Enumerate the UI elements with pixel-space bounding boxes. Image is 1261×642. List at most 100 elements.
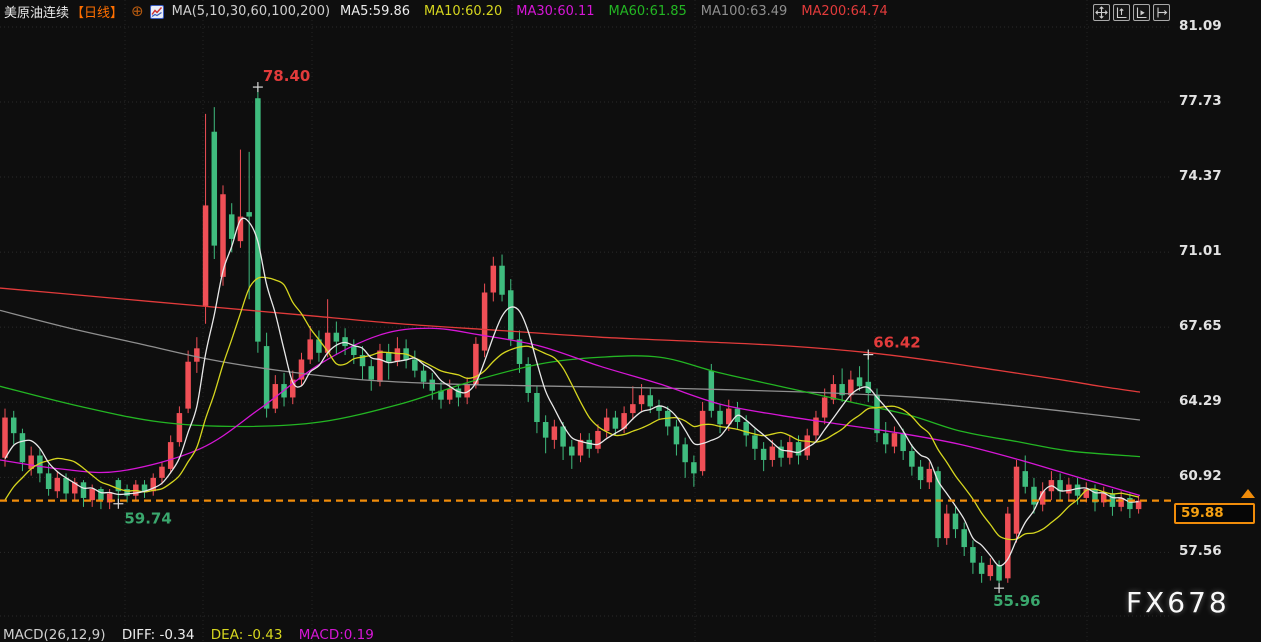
candle-body — [1066, 484, 1072, 494]
candle-body — [726, 408, 732, 425]
candle-body — [368, 366, 374, 380]
candle-body — [917, 466, 924, 481]
candle-body — [1057, 480, 1063, 492]
candle-body — [1005, 513, 1011, 579]
candle-body — [821, 397, 828, 418]
candle-body — [743, 422, 749, 436]
scale-axis-icon[interactable] — [1113, 4, 1130, 21]
candle-body — [1092, 489, 1098, 503]
axis-tick-label: 60.92 — [1179, 468, 1222, 485]
candle-body — [333, 332, 340, 342]
candle-body — [167, 442, 174, 469]
candle-body — [970, 547, 976, 563]
candle-body — [237, 216, 244, 242]
candle-body — [595, 430, 601, 449]
macd-indicator-row: MACD(26,12,9) DIFF: -0.34 DEA: -0.43 MAC… — [3, 627, 386, 642]
candle-body — [159, 466, 165, 478]
candle-body — [72, 482, 78, 494]
candle-body — [516, 339, 523, 364]
candle-body — [342, 337, 348, 347]
chart-header: 美原油连续 【日线】 ⊕ MA(5,10,30,60,100,200) MA5:59.8… — [4, 0, 902, 23]
auto-scale-icon[interactable] — [1133, 4, 1150, 21]
candle-body — [952, 513, 959, 530]
candle-body — [752, 435, 758, 449]
ma-value: MA60:61.85 — [608, 4, 687, 19]
candle-body — [211, 131, 218, 246]
candle-body — [856, 377, 863, 387]
candle-body — [612, 417, 619, 429]
ma-value: MA30:60.11 — [516, 4, 595, 19]
candle-body — [673, 426, 680, 445]
candle-body — [830, 384, 837, 400]
candle-body — [28, 455, 34, 469]
candle-body — [691, 462, 697, 474]
candle-body — [1127, 497, 1133, 510]
candle-body — [438, 390, 444, 400]
candle-body — [106, 493, 113, 503]
candle-body — [351, 346, 357, 356]
candle-body — [263, 346, 270, 409]
candle-body — [621, 413, 627, 429]
fx678-watermark: FX678 — [1126, 586, 1230, 619]
candle-body — [1022, 471, 1028, 487]
candle-body — [551, 426, 558, 440]
candle-body — [525, 363, 531, 393]
macd-settings-label: MACD(26,12,9) — [3, 627, 106, 642]
candle-body — [900, 433, 906, 452]
candle-body — [202, 205, 209, 306]
candle-body — [603, 417, 610, 431]
candle-body — [638, 395, 645, 405]
axis-tick-label: 81.09 — [1179, 18, 1222, 34]
axis-tick-label: 64.29 — [1179, 393, 1222, 410]
candle-body — [298, 359, 305, 380]
price-up-arrow-icon — [1241, 488, 1255, 498]
candle-body — [1118, 497, 1124, 507]
candle-body — [508, 290, 514, 340]
candle-body — [316, 339, 322, 353]
candle-body — [80, 482, 87, 498]
ma-values-row: MA5:59.86 MA10:60.20 MA30:60.11 MA60:61.85 M… — [340, 4, 902, 19]
candle-body — [385, 352, 392, 362]
candle-body — [1083, 489, 1090, 498]
candle-body — [228, 214, 235, 239]
shift-axis-icon[interactable] — [1153, 4, 1170, 21]
candle-body — [839, 384, 845, 396]
candle-body — [359, 355, 366, 367]
candle-body — [1135, 500, 1142, 510]
ma-line-MA5 — [4, 217, 1139, 567]
candle-body — [2, 417, 8, 458]
candle-body — [19, 433, 26, 463]
candle-body — [490, 265, 497, 293]
candle-body — [630, 404, 636, 414]
symbol-title: 美原油连续 — [4, 6, 70, 21]
chart-toolbar — [1093, 4, 1170, 21]
candle-body — [98, 489, 104, 501]
current-price-label: 59.88 — [1174, 502, 1255, 524]
axis-tick-label: 67.65 — [1179, 318, 1222, 335]
candle-body — [882, 433, 889, 445]
pan-icon[interactable] — [1093, 4, 1110, 21]
indicator-settings-icon[interactable]: ⊕ — [131, 2, 144, 20]
candle-body — [115, 480, 122, 492]
ma-line-MA100 — [0, 309, 1141, 421]
candle-body — [577, 439, 584, 456]
candle-body — [935, 471, 941, 539]
indicator-chart-icon[interactable] — [149, 4, 164, 19]
ma-value: MA100:63.49 — [700, 4, 788, 19]
extreme-price-label: 55.96 — [993, 592, 1040, 610]
candle-body — [10, 417, 17, 434]
candle-body — [1100, 493, 1107, 503]
candle-body — [795, 442, 802, 456]
candle-body — [778, 446, 784, 458]
candle-body — [560, 426, 566, 447]
candle-body — [787, 442, 793, 458]
price-axis[interactable]: 81.09 77.73 74.37 71.01 67.65 64.29 60.92 57.56 — [1173, 0, 1261, 642]
candle-body — [542, 422, 549, 438]
ma-line-MA10 — [4, 276, 1139, 541]
candle-body — [1074, 484, 1081, 496]
candle-body — [176, 413, 183, 443]
candle-body — [891, 433, 898, 447]
candle-body — [394, 348, 401, 362]
